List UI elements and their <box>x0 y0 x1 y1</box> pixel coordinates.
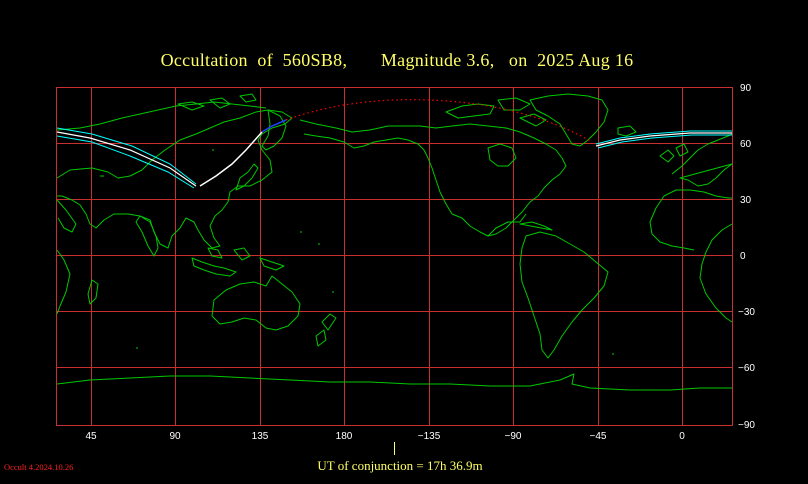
lon-label-90: 90 <box>169 431 181 442</box>
coastline-hudson-bay <box>487 143 517 167</box>
coastline-antarctica <box>56 373 732 391</box>
coastline-north-america <box>299 119 567 237</box>
lat-label-30: 30 <box>740 195 752 206</box>
lat-label-minus90: −90 <box>738 420 755 431</box>
coastline-small-islands <box>100 149 614 355</box>
coastline-india <box>135 215 159 257</box>
coastline-australia <box>211 275 301 331</box>
coastline-iceland <box>617 125 637 137</box>
coastline-madagascar <box>87 279 99 305</box>
coastline-caribbean <box>519 221 553 231</box>
lon-label-minus45: −45 <box>590 431 607 442</box>
software-version: Occult 4.2024.10.26 <box>4 462 74 472</box>
path-below-horizon <box>285 99 593 143</box>
lon-label-minus135: −135 <box>418 431 441 442</box>
longitude-gridlines <box>91 87 683 425</box>
latitude-labels: 90 60 30 0 −30 −60 −90 <box>738 83 755 431</box>
lat-label-0: 0 <box>740 251 746 262</box>
coastline-canadian-arctic <box>445 97 547 127</box>
path-limit-north-east <box>595 130 732 145</box>
lat-label-minus60: −60 <box>738 363 755 374</box>
lon-label-180: 180 <box>336 431 353 442</box>
occultation-path <box>56 99 732 189</box>
coastline-africa-west <box>649 189 733 323</box>
coastline-arabia <box>56 199 77 233</box>
coastline-japan <box>235 163 259 191</box>
latitude-gridlines <box>56 143 732 368</box>
lat-label-60: 60 <box>740 139 752 150</box>
coastline-arctic-islands <box>177 93 257 111</box>
lat-label-minus30: −30 <box>738 307 755 318</box>
coastline-south-america <box>519 231 609 359</box>
coastline-new-zealand <box>315 313 337 347</box>
path-limit-south-east <box>597 134 732 149</box>
conjunction-time: UT of conjunction = 17h 36.9m <box>317 458 483 473</box>
lon-label-45: 45 <box>85 431 97 442</box>
coastline-africa-east <box>56 249 71 315</box>
coastlines <box>56 93 733 391</box>
coastline-asia <box>56 109 293 249</box>
path-central-line-east <box>595 132 732 147</box>
lon-label-minus90: −90 <box>505 431 522 442</box>
path-limit-north-west <box>56 127 197 185</box>
coastline-gulf-mexico <box>487 213 527 237</box>
longitude-labels: 45 90 135 180 −135 −90 −45 0 <box>85 431 685 442</box>
coastline-europe <box>659 133 733 187</box>
lat-label-90: 90 <box>740 83 752 94</box>
map-frame <box>56 87 733 426</box>
conjunction-marker <box>394 442 395 455</box>
lon-label-0: 0 <box>679 431 685 442</box>
lon-label-135: 135 <box>252 431 269 442</box>
path-central-line-west <box>199 131 263 187</box>
map-title: Occultation of 560SB8, Magnitude 3.6, on… <box>160 50 634 70</box>
path-twilight <box>261 119 287 133</box>
path-central-line-far-west <box>56 131 197 187</box>
coastline-indonesia <box>191 247 285 277</box>
coastline-greenland <box>529 93 609 147</box>
coastline-siberia-north <box>56 101 267 131</box>
path-limit-south-west <box>56 135 195 189</box>
